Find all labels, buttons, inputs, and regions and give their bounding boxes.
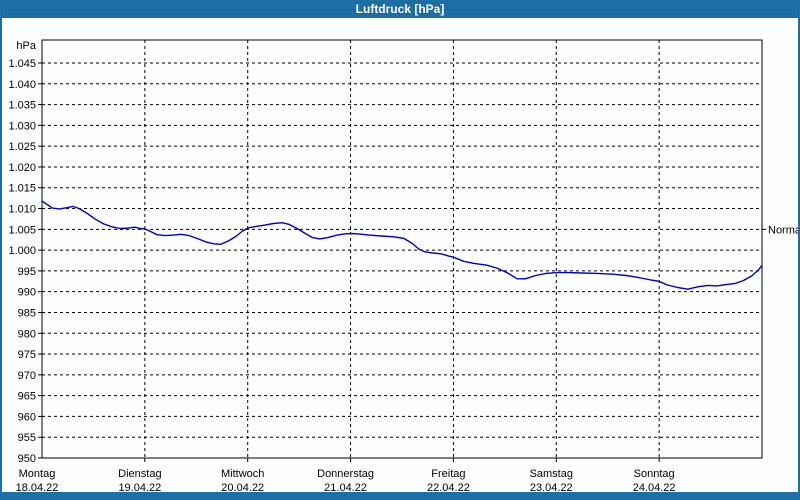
x-weekday-label: Freitag	[431, 468, 465, 480]
y-tick-label: 1.000	[8, 245, 36, 257]
y-tick-label: 970	[18, 370, 36, 382]
y-tick-label: 965	[18, 391, 36, 403]
y-tick-label: 985	[18, 307, 36, 319]
y-tick-label: 990	[18, 287, 36, 299]
pressure-line	[41, 200, 763, 290]
x-date-label: 24.04.22	[633, 482, 676, 494]
x-weekday-label: Donnerstag	[317, 468, 374, 480]
y-tick-label: 960	[18, 411, 36, 423]
x-weekday-label: Montag	[19, 468, 56, 480]
bottom-bar	[0, 492, 800, 500]
y-tick-label: 1.040	[8, 79, 36, 91]
y-tick-label: 975	[18, 349, 36, 361]
x-weekday-label: Mittwoch	[221, 468, 264, 480]
y-tick-label: 995	[18, 266, 36, 278]
y-tick-label: 1.045	[8, 58, 36, 70]
y-tick-label: 1.030	[8, 120, 36, 132]
y-tick-label: 1.020	[8, 162, 36, 174]
y-tick-label: 1.035	[8, 100, 36, 112]
plot-border	[41, 39, 763, 459]
y-tick-label: 1.005	[8, 224, 36, 236]
x-date-label: 18.04.22	[16, 482, 59, 494]
x-date-label: 23.04.22	[530, 482, 573, 494]
y-tick-label: 1.010	[8, 204, 36, 216]
x-weekday-label: Dienstag	[118, 468, 161, 480]
x-weekday-label: Samstag	[530, 468, 573, 480]
y-tick-label: 955	[18, 432, 36, 444]
x-date-label: 22.04.22	[427, 482, 470, 494]
title-bar: Luftdruck [hPa]	[0, 0, 800, 18]
x-date-label: 20.04.22	[221, 482, 264, 494]
y-tick-label: 950	[18, 453, 36, 465]
y-tick-label: 1.015	[8, 183, 36, 195]
y-tick-label: 1.025	[8, 141, 36, 153]
x-weekday-label: Sonntag	[634, 468, 675, 480]
chart-title: Luftdruck [hPa]	[355, 2, 445, 16]
x-date-label: 19.04.22	[118, 482, 161, 494]
y-axis-unit-label: hPa	[16, 40, 36, 52]
y-tick-label: 980	[18, 328, 36, 340]
x-date-label: 21.04.22	[324, 482, 367, 494]
normal-marker-label: Normal	[768, 224, 800, 236]
